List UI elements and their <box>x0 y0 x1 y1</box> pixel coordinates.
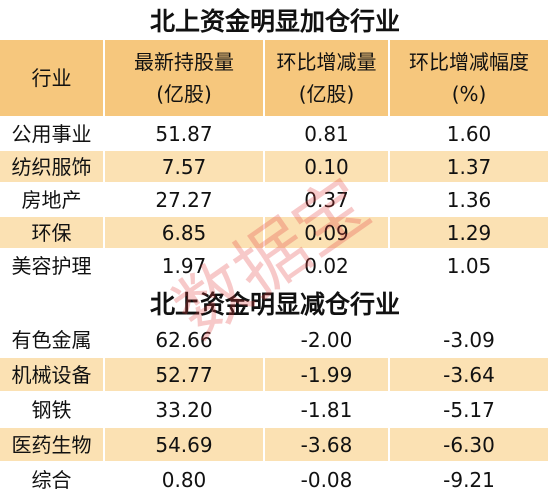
value-cell: 1.37 <box>390 151 550 184</box>
value-cell: 0.02 <box>265 250 390 283</box>
value-cell: 7.57 <box>105 151 265 184</box>
industry-cell: 纺织服饰 <box>0 151 105 184</box>
industry-cell: 环保 <box>0 217 105 250</box>
header-cell: 环比增减幅度 (%) <box>390 40 550 118</box>
header-line: (亿股) <box>298 82 355 106</box>
header-cell: 最新持股量 (亿股) <box>105 40 265 118</box>
industry-cell: 美容护理 <box>0 250 105 283</box>
value-cell: 51.87 <box>105 118 265 151</box>
header-line: (亿股) <box>156 82 212 106</box>
industry-cell: 公用事业 <box>0 118 105 151</box>
value-cell: 0.37 <box>265 184 390 217</box>
header-line: 环比增减量 <box>276 50 377 74</box>
industry-cell: 钢铁 <box>0 393 105 428</box>
value-cell: 1.97 <box>105 250 265 283</box>
value-cell: 27.27 <box>105 184 265 217</box>
value-cell: 62.66 <box>105 323 265 358</box>
value-cell: -1.81 <box>265 393 390 428</box>
value-cell: 0.09 <box>265 217 390 250</box>
header-cell: 环比增减量 (亿股) <box>265 40 390 118</box>
header-cell: 行业 <box>0 40 105 118</box>
industry-cell: 机械设备 <box>0 358 105 393</box>
industry-cell: 房地产 <box>0 184 105 217</box>
industry-cell: 有色金属 <box>0 323 105 358</box>
header-line: 环比增减幅度 <box>409 50 529 74</box>
header-line: 最新持股量 <box>134 50 234 74</box>
value-cell: 54.69 <box>105 428 265 463</box>
header-line: (%) <box>451 82 487 106</box>
value-cell: -3.68 <box>265 428 390 463</box>
section-title: 北上资金明显加仓行业 <box>149 7 400 36</box>
value-cell: -0.08 <box>265 463 390 498</box>
value-cell: -3.64 <box>390 358 550 393</box>
value-cell: 6.85 <box>105 217 265 250</box>
industry-cell: 医药生物 <box>0 428 105 463</box>
value-cell: 0.81 <box>265 118 390 151</box>
value-cell: -6.30 <box>390 428 550 463</box>
industry-cell: 综合 <box>0 463 105 498</box>
value-cell: 1.60 <box>390 118 550 151</box>
value-cell: 0.80 <box>105 463 265 498</box>
value-cell: 52.77 <box>105 358 265 393</box>
value-cell: -5.17 <box>390 393 550 428</box>
section-title: 北上资金明显减仓行业 <box>149 290 400 319</box>
value-cell: 1.36 <box>390 184 550 217</box>
value-cell: -1.99 <box>265 358 390 393</box>
value-cell: 0.10 <box>265 151 390 184</box>
value-cell: 33.20 <box>105 393 265 428</box>
value-cell: -9.21 <box>390 463 550 498</box>
value-cell: 1.05 <box>390 250 550 283</box>
value-cell: -2.00 <box>265 323 390 358</box>
header-line: 行业 <box>31 66 72 90</box>
value-cell: -3.09 <box>390 323 550 358</box>
value-cell: 1.29 <box>390 217 550 250</box>
